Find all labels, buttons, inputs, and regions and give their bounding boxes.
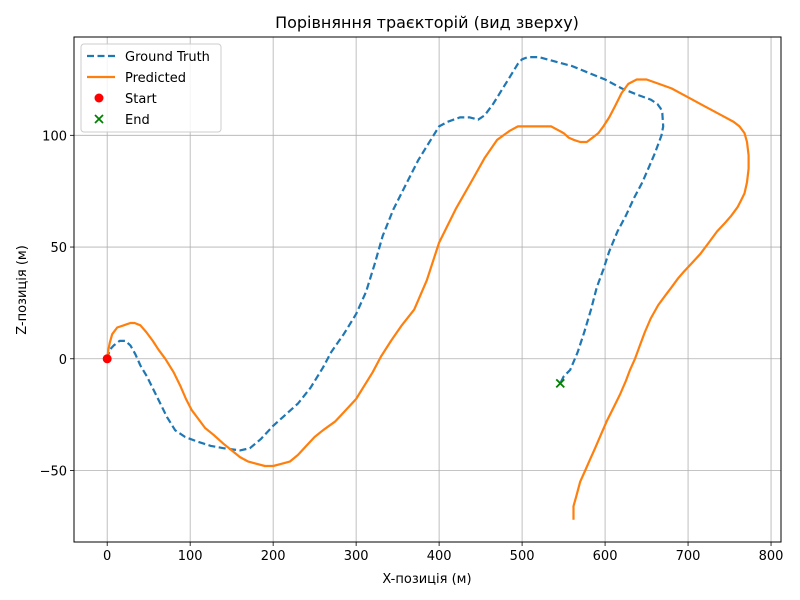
x-tick-label: 200 <box>261 549 286 564</box>
x-axis-label: X-позиція (м) <box>382 572 471 587</box>
legend-swatch-start <box>94 93 104 103</box>
plot-frame <box>73 36 782 543</box>
y-tick-label: 100 <box>42 129 67 144</box>
legend-label-start: Start <box>125 92 157 107</box>
y-axis-label: Z-позиція (м) <box>15 245 30 335</box>
x-tick-label: 800 <box>759 549 784 564</box>
x-tick-label: 500 <box>510 549 535 564</box>
y-tick-label: 50 <box>50 241 67 256</box>
x-tick-label: 100 <box>178 549 203 564</box>
legend-label-predicted: Predicted <box>125 71 186 86</box>
chart-title: Порівняння траєкторій (вид зверху) <box>275 13 579 32</box>
start-marker <box>102 354 112 364</box>
marker-group <box>102 354 565 388</box>
axis-ticks: 0 100 200 300 400 500 600 700 800 −50 0 50 100 <box>40 129 784 564</box>
legend-swatch-end <box>94 114 104 124</box>
x-tick-label: 300 <box>344 549 369 564</box>
legend-label-end: End <box>125 113 150 128</box>
legend: Ground Truth Predicted Start End <box>80 43 222 133</box>
y-tick-label: −50 <box>40 464 67 479</box>
series-group <box>106 56 750 520</box>
legend-box <box>80 43 222 133</box>
x-tick-label: 600 <box>593 549 618 564</box>
series-line-predicted <box>106 78 750 520</box>
grid <box>74 37 781 542</box>
series-line-ground-truth <box>106 56 665 452</box>
x-tick-label: 700 <box>676 549 701 564</box>
x-tick-label: 400 <box>427 549 452 564</box>
end-marker <box>555 378 565 388</box>
y-tick-label: 0 <box>59 353 67 368</box>
legend-label-ground-truth: Ground Truth <box>125 50 210 65</box>
x-tick-label: 0 <box>103 549 111 564</box>
